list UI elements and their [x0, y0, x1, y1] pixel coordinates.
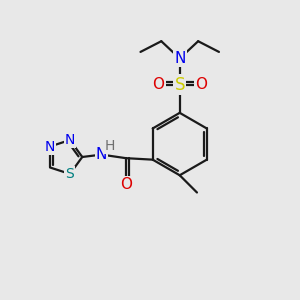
Text: N: N: [174, 51, 185, 66]
Text: O: O: [120, 177, 132, 192]
Text: H: H: [105, 139, 115, 153]
Text: S: S: [66, 167, 74, 181]
Text: N: N: [45, 140, 55, 154]
Text: O: O: [152, 77, 164, 92]
Text: N: N: [96, 147, 107, 162]
Text: O: O: [195, 77, 207, 92]
Text: S: S: [175, 76, 185, 94]
Text: N: N: [65, 133, 75, 147]
